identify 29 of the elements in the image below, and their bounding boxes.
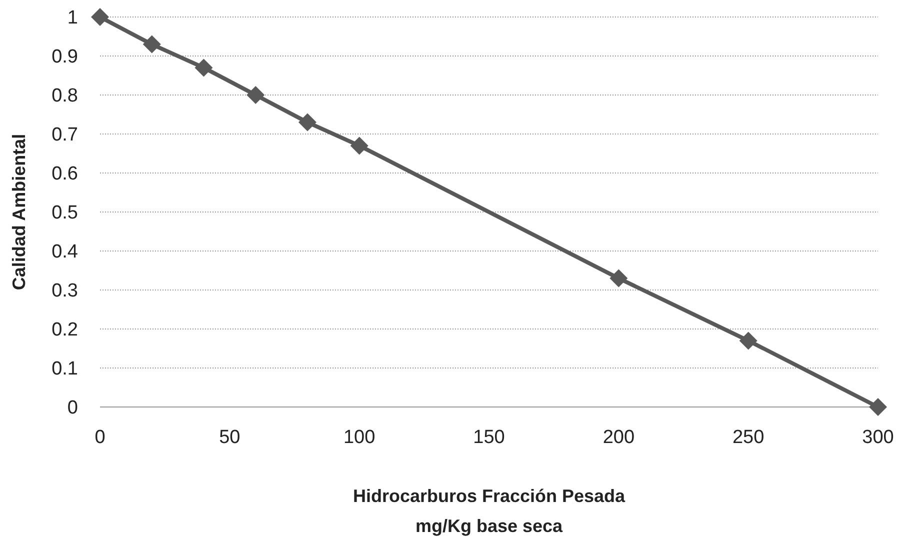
y-tick-label: 0.5 — [52, 202, 78, 224]
point — [739, 332, 758, 350]
y-tick-label: 0.3 — [52, 280, 78, 302]
point — [610, 269, 628, 288]
y-axis-title: Calidad Ambiental — [9, 134, 29, 290]
x-tick-label: 150 — [473, 427, 505, 448]
point — [350, 136, 368, 155]
x-tick-label: 50 — [219, 427, 240, 448]
point — [246, 86, 265, 104]
x-axis-title: Hidrocarburos Fracción Pesada mg/Kg base seca — [352, 486, 626, 536]
x-tick-label: 250 — [732, 427, 764, 448]
y-tick-label: 0.6 — [52, 164, 78, 185]
y-tick-label: 0.4 — [52, 242, 78, 263]
x-tick-label: 300 — [862, 427, 894, 448]
point — [298, 113, 316, 132]
point — [869, 398, 887, 416]
point — [142, 35, 161, 54]
x-tick-label: 200 — [602, 427, 635, 448]
point — [91, 8, 109, 26]
y-tick-label: 0.8 — [52, 86, 78, 107]
point — [194, 58, 213, 77]
y-tick-label: 0.7 — [52, 124, 78, 146]
x-tick-label: 100 — [343, 427, 376, 448]
y-tick-label: 0.1 — [52, 358, 78, 380]
y-tick-label: 0.2 — [52, 320, 78, 341]
y-tick-label: 1 — [67, 8, 78, 29]
y-tick-label: 0 — [67, 398, 78, 419]
y-tick-label: 0.9 — [52, 46, 78, 68]
x-tick-label: 0 — [94, 427, 106, 448]
